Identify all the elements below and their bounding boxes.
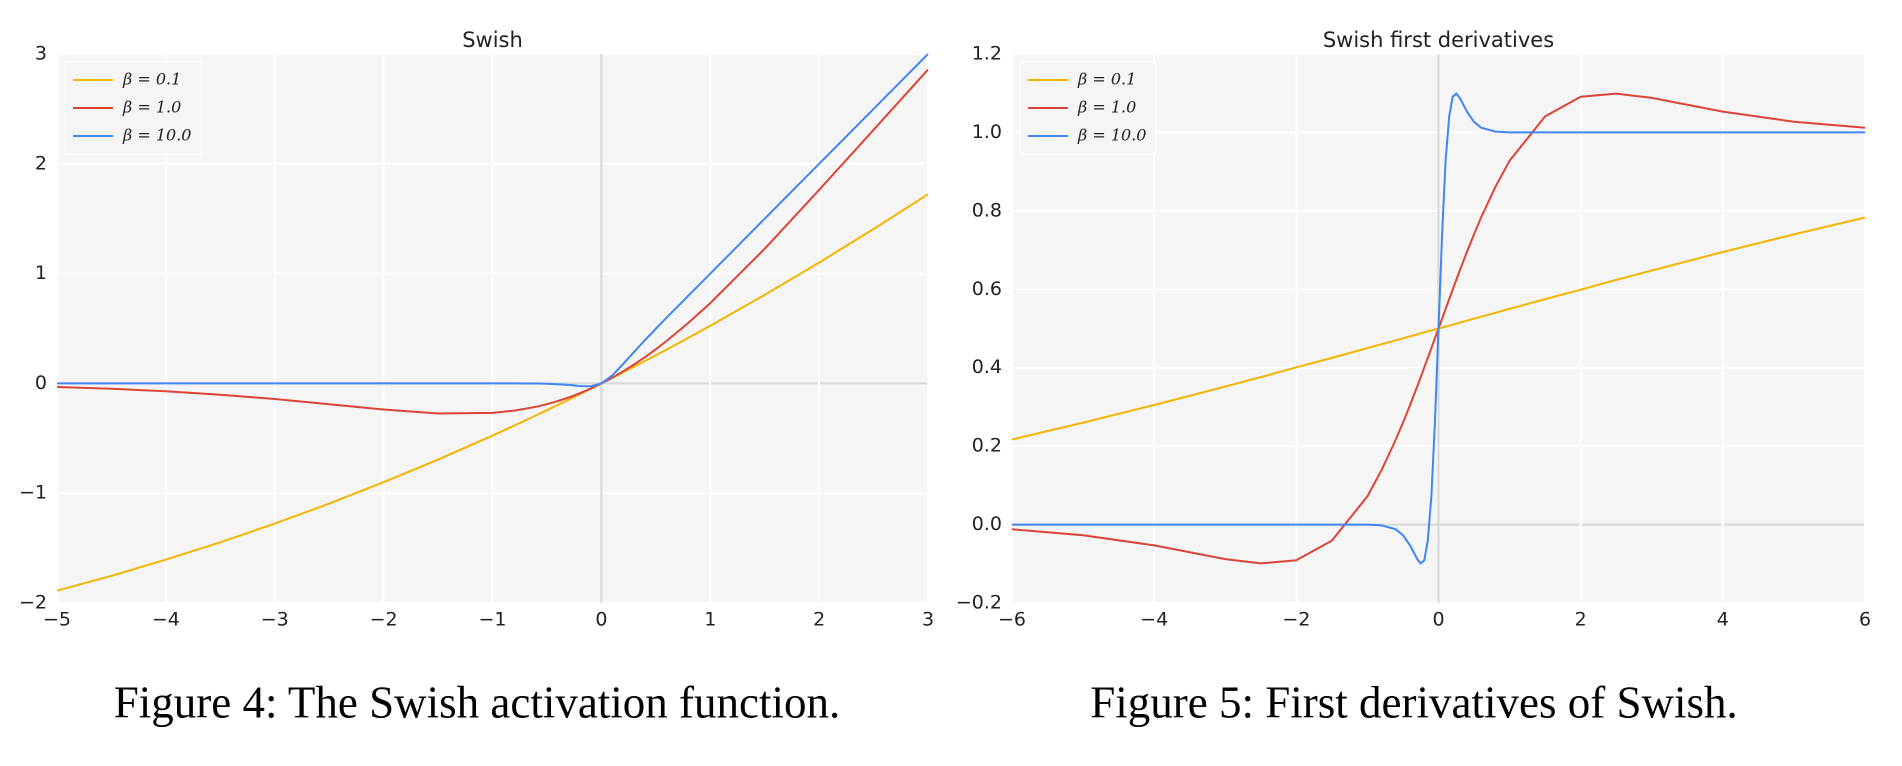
legend-label: β = 1.0	[122, 98, 181, 117]
legend-label: β = 10.0	[122, 126, 191, 145]
x-tick-label: −5	[43, 609, 71, 631]
series-line	[1012, 92, 1865, 565]
legend-label: β = 1.0	[1077, 98, 1136, 117]
x-tick-label: −4	[1140, 609, 1168, 631]
x-tick-label: −6	[998, 609, 1026, 631]
y-tick-label: 0.6	[972, 278, 1002, 300]
y-tick-label: 1.0	[972, 121, 1002, 143]
x-tick-label: −3	[261, 609, 289, 631]
x-tick-label: −2	[1282, 609, 1310, 631]
y-tick-label: 0.0	[972, 513, 1002, 535]
x-tick-label: 2	[1575, 609, 1587, 631]
y-tick-label: −1	[19, 482, 47, 504]
x-tick-label: 0	[595, 609, 607, 631]
y-tick-label: 1	[35, 262, 47, 284]
x-tick-label: 4	[1717, 609, 1729, 631]
x-tick-label: −1	[478, 609, 506, 631]
y-tick-label: 3	[35, 43, 47, 65]
x-tick-label: −4	[152, 609, 180, 631]
y-tick-label: 0.8	[972, 199, 1002, 221]
y-tick-label: 1.2	[972, 43, 1002, 65]
figure-caption: Figure 5: First derivatives of Swish.	[1090, 677, 1737, 727]
x-tick-label: 2	[813, 609, 825, 631]
series-line	[57, 53, 929, 388]
figure-caption: Figure 4: The Swish activation function.	[114, 677, 841, 727]
x-tick-label: 6	[1859, 609, 1871, 631]
y-tick-label: 0.2	[972, 435, 1002, 457]
series-line	[56, 68, 929, 415]
y-tick-label: 2	[35, 152, 47, 174]
y-tick-label: −2	[19, 592, 47, 614]
y-tick-label: 0.4	[972, 356, 1002, 378]
legend-label: β = 10.0	[1077, 126, 1146, 145]
x-tick-label: 1	[704, 609, 716, 631]
x-tick-label: −2	[370, 609, 398, 631]
x-tick-label: 3	[922, 609, 934, 631]
y-tick-label: 0	[35, 372, 47, 394]
x-tick-label: 0	[1432, 609, 1444, 631]
legend-label: β = 0.1	[1077, 70, 1136, 89]
chart-title: Swish first derivatives	[1323, 28, 1554, 52]
legend-label: β = 0.1	[122, 70, 181, 89]
chart-title: Swish	[462, 28, 523, 52]
y-tick-label: −0.2	[956, 592, 1002, 614]
